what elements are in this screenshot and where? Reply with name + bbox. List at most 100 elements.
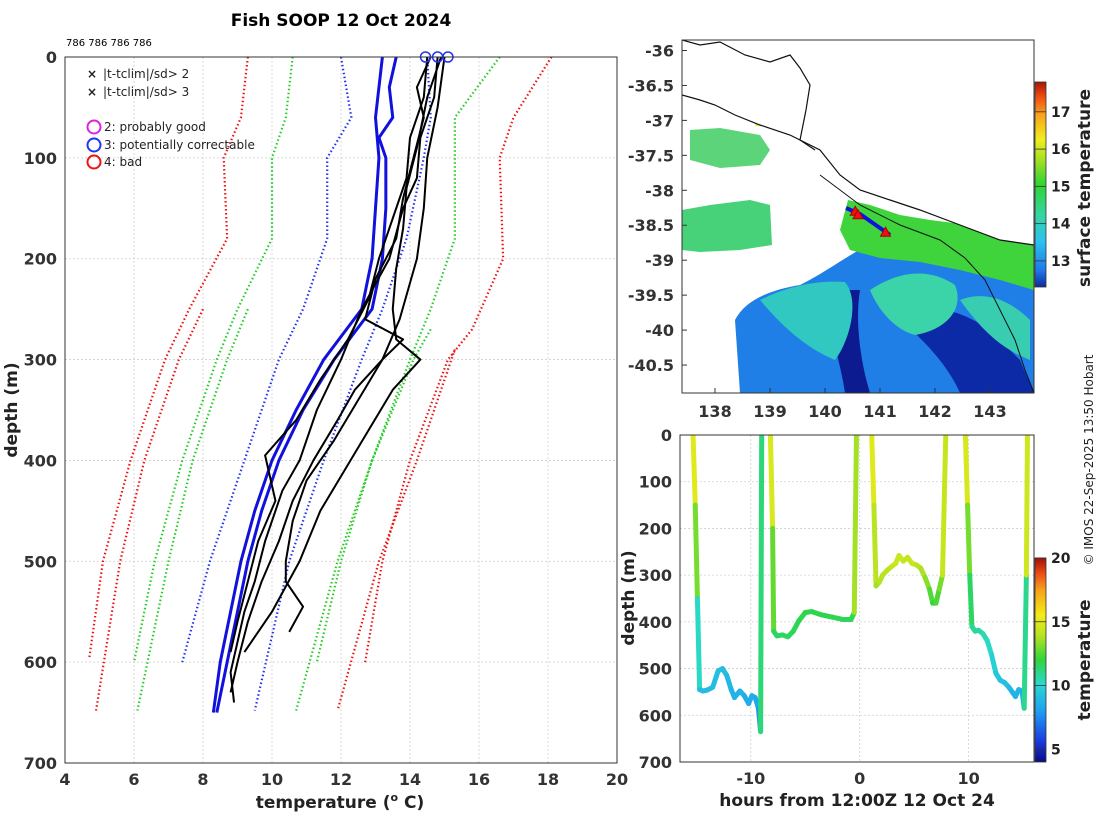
section-cb-tick-label: 15: [1051, 615, 1070, 631]
series-line: [229, 57, 439, 703]
x-tick-label: 18: [537, 770, 559, 789]
section-chart: -10 0 10 0 100 200 300 400 500 600 700 hours from…: [619, 426, 1095, 811]
map-cb-tick-label: 14: [1051, 217, 1071, 233]
section-y-tick-label: 200: [639, 519, 672, 538]
map-y-tick-label: -37.5: [628, 146, 674, 165]
section-colorbar-label: temperature: [1075, 599, 1095, 720]
profile-y-axis-label: depth (m): [2, 362, 22, 457]
map-y-tick-label: -37: [645, 111, 674, 130]
map-y-tick-label: -39.5: [628, 286, 674, 305]
profile-grid: [64, 56, 618, 764]
section-segment: [758, 435, 765, 735]
legend-circle-blue: [86, 137, 102, 153]
section-x-axis-label: hours from 12:00Z 12 Oct 24: [719, 791, 995, 811]
x-tick-label: 8: [197, 770, 208, 789]
section-y-tick-label: 100: [639, 473, 672, 492]
series-line: [94, 308, 204, 711]
profile-plot-frame: [64, 56, 618, 764]
section-y-tick-label: 700: [639, 753, 672, 772]
series-line: [229, 57, 432, 693]
x-tick-label: 6: [128, 770, 139, 789]
map-x-tick-label: 143: [973, 402, 1006, 421]
x-tick-label: 16: [468, 770, 490, 789]
sst-mid-region-3: [960, 296, 1030, 360]
sst-mid-region: [760, 281, 853, 360]
section-y-tick-label: 0: [661, 426, 672, 445]
legend-label-bad: 4: bad: [104, 155, 142, 169]
legend-marker-x-green: ×: [87, 67, 97, 81]
section-cb-tick-label: 5: [1051, 742, 1061, 758]
sst-cool-blob: [900, 309, 1034, 393]
land: [682, 40, 1034, 245]
map-colorbar-ticks: 13 14 15 16 17: [1035, 105, 1071, 270]
map-y-tick-label: -39: [645, 251, 674, 270]
y-tick-label: 500: [24, 552, 57, 571]
map-x-tick-label: 139: [753, 402, 786, 421]
map-cb-tick-label: 15: [1051, 179, 1070, 195]
map-stations: [849, 205, 892, 237]
station-marker: [879, 226, 892, 237]
section-x-tick-label: -10: [736, 769, 765, 788]
map-colorbar-label: surface temperature: [1075, 89, 1095, 287]
profile-lines: [88, 57, 553, 713]
map-x-tick-label: 142: [918, 402, 951, 421]
x-tick-label: 20: [606, 770, 628, 789]
sst-mid-region-2: [870, 273, 958, 335]
section-segment: [770, 525, 777, 634]
coastline-north: [682, 40, 816, 151]
credit-text: © IMOS 22-Sep-2025 13:50 Hobart: [1082, 354, 1096, 565]
map-cb-tick-label: 17: [1051, 105, 1070, 121]
profile-x-ticks: 4 6 8 10 12 14 16 18 20: [59, 770, 628, 789]
section-segment: [962, 435, 971, 508]
section-y-tick-label: 300: [639, 566, 672, 585]
section-cb-tick-label: 10: [1051, 679, 1071, 695]
section-colorbar-ticks: 5 10 15 20: [1035, 551, 1071, 758]
section-segment: [989, 652, 999, 676]
map-y-ticks: -36 -36.5 -37 -37.5 -38 -38.5 -39 -39.5 -40 -40.5: [628, 41, 687, 375]
legend-label-3sd: |t-tclim|/sd> 3: [103, 85, 189, 99]
section-x-tick-label: 0: [854, 769, 865, 788]
x-tick-label: 12: [330, 770, 352, 789]
station-marker: [852, 208, 864, 220]
x-tick-label: 10: [261, 770, 283, 789]
legend-marker-x-red: ×: [87, 85, 97, 99]
section-y-axis-label: depth (m): [619, 550, 639, 645]
sst-west-band: [682, 200, 772, 252]
map-x-ticks: 138 139 140 141 142 143: [698, 388, 1007, 421]
section-segment: [1021, 572, 1029, 711]
legend: × |t-tclim|/sd> 2 × |t-tclim|/sd> 3 2: p…: [86, 67, 255, 170]
profile-y-ticks: 0 100 200 300 400 500 600 700: [24, 48, 57, 773]
section-frame: [679, 434, 1035, 763]
section-segment: [965, 502, 973, 578]
map-cb-tick-label: 13: [1051, 254, 1070, 270]
section-segment: [710, 668, 721, 690]
sst-northwest-patch: [690, 128, 770, 168]
y-tick-label: 0: [46, 48, 57, 67]
y-tick-label: 100: [24, 149, 57, 168]
series-line: [215, 57, 398, 713]
x-tick-label: 4: [59, 770, 70, 789]
series-line: [229, 57, 429, 653]
map-colorbar: [1034, 81, 1047, 288]
coastline: [682, 94, 1034, 246]
map-x-tick-label: 141: [863, 402, 896, 421]
map-y-tick-label: -40.5: [628, 356, 674, 375]
section-segment: [851, 435, 859, 616]
section-cb-tick-label: 20: [1051, 551, 1071, 567]
section-y-tick-label: 400: [639, 613, 672, 632]
section-segment: [692, 502, 700, 601]
series-line: [211, 57, 384, 713]
legend-label-2sd: |t-tclim|/sd> 2: [103, 67, 189, 81]
section-segment: [1023, 435, 1030, 578]
map-x-tick-label: 140: [808, 402, 841, 421]
section-segment: [767, 435, 776, 531]
chart-title: Fish SOOP 12 Oct 2024: [231, 11, 452, 31]
sst-map: 138 139 140 141 142 143 -36-36.5-37-37.5-38-3…: [628, 39, 1095, 421]
series-line: [181, 57, 353, 663]
profile-x-axis-label: temperature (o C): [256, 791, 425, 813]
sst-warm-shelf: [840, 200, 1034, 290]
section-segment: [871, 502, 879, 589]
legend-label-potentially-correctable: 3: potentially correctable: [104, 138, 255, 152]
section-segment: [869, 435, 877, 508]
